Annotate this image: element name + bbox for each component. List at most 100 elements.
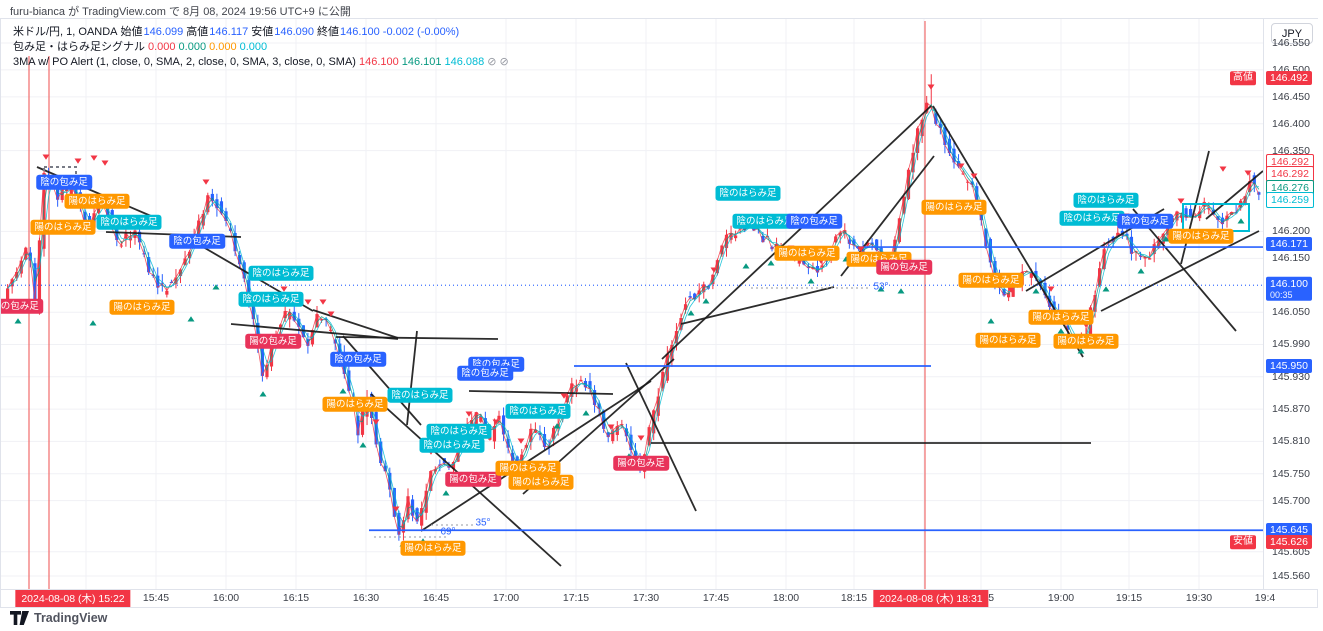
candle — [506, 438, 510, 448]
candle — [697, 290, 701, 295]
candle — [879, 247, 883, 254]
price-label: 146.492 高値 — [1230, 70, 1312, 86]
angle-annotation: 69° — [440, 526, 456, 538]
trend-line — [1132, 208, 1237, 332]
indicator-value: 146.088 — [444, 56, 485, 68]
candle — [1093, 295, 1097, 312]
trend-lines[interactable] — [36, 105, 1263, 567]
candle — [1002, 289, 1006, 296]
angle-guides — [374, 287, 869, 538]
currency-toggle-button[interactable]: JPY — [1271, 23, 1313, 44]
candle — [1179, 214, 1184, 218]
candle — [1225, 215, 1229, 221]
candle — [811, 267, 815, 269]
date-event-label[interactable]: 2024-08-08 (木) 18:31 — [873, 590, 989, 607]
sell-marker-icon — [637, 435, 645, 441]
candle — [1152, 244, 1156, 255]
buy-marker-icon — [1102, 286, 1110, 292]
price-tick: 146.350 — [1272, 144, 1310, 157]
buy-marker-icon — [259, 391, 267, 397]
candle — [1007, 292, 1011, 298]
buy-marker-icon — [877, 286, 885, 292]
time-axis[interactable]: 15:45 16:00 16:15 16:30 16:45 17:00 17:15 17:30… — [1, 589, 1317, 607]
sell-marker-icon — [1047, 286, 1055, 292]
candle — [624, 428, 628, 437]
candle — [533, 429, 537, 433]
buy-marker-icon — [187, 316, 195, 322]
candle — [1148, 258, 1152, 260]
angle-annotation: 53° — [873, 281, 889, 293]
sell-marker-icon — [492, 419, 500, 425]
price-tag: 安値 — [1230, 535, 1256, 549]
candle — [988, 238, 992, 263]
signal-label-bull_engulf: 陽の包み足 — [245, 333, 301, 349]
candle — [1252, 175, 1256, 185]
chart-legend: 米ドル/円, 1, OANDA 始値146.099 高値146.117 安値146.0… — [13, 25, 509, 70]
legend-symbol-row[interactable]: 米ドル/円, 1, OANDA 始値146.099 高値146.117 安値146.0… — [13, 25, 509, 40]
ohlc-label: 始値 — [120, 26, 143, 38]
candle — [724, 234, 729, 249]
time-tick: 19:30 — [1185, 592, 1213, 604]
sell-marker-icon — [74, 158, 82, 164]
candle — [820, 265, 824, 268]
buy-marker-icon — [742, 263, 750, 269]
candle — [1257, 192, 1261, 195]
signal-label-bull_engulf: 陽の包み足 — [1, 298, 43, 314]
price-label: 145.950 — [1266, 358, 1312, 374]
time-tick: 17:15 — [562, 592, 590, 604]
candle — [1066, 326, 1070, 330]
ohlc-value: 146.100 — [340, 26, 380, 38]
sell-marker-icon — [560, 393, 568, 399]
time-tick: 19:00 — [1047, 592, 1075, 604]
tradingview-logo-icon — [10, 611, 29, 625]
tradingview-brand: TradingView — [34, 611, 108, 625]
buy-marker-icon — [1057, 328, 1065, 334]
candle — [952, 148, 956, 163]
candle — [492, 426, 497, 442]
candle — [479, 415, 483, 422]
trend-line — [406, 330, 418, 426]
candle — [347, 370, 351, 391]
price-tick: 146.450 — [1272, 90, 1310, 103]
time-tick: 18:15 — [840, 592, 868, 604]
candle — [24, 247, 28, 260]
candle — [1220, 217, 1225, 225]
price-tick: 146.400 — [1272, 117, 1310, 130]
buy-marker-icon — [1032, 288, 1040, 294]
price-chart-plot[interactable]: 陰の包み足陽のはらみ足陽のはらみ足陰のはらみ足陰の包み足陽の包み足陽のはらみ足陰… — [1, 19, 1263, 589]
legend-indicator-row-3ma[interactable]: 3MA w/ PO Alert (1, close, 0, SMA, 2, cl… — [13, 55, 509, 70]
signal-label-bull_harami: 陽のはらみ足 — [64, 193, 130, 209]
candle — [406, 496, 410, 520]
price-tick: 145.870 — [1272, 403, 1310, 416]
legend-indicator-row-signals[interactable]: 包み足・はらみ足シグナル 0.000 0.000 0.000 0.000 — [13, 40, 509, 55]
signal-label-bull_harami: 陽のはらみ足 — [400, 540, 466, 556]
ohlc-label: 安値 — [251, 26, 274, 38]
sell-marker-icon — [517, 438, 525, 444]
signal-label-bear_harami: 陰のはらみ足 — [96, 214, 162, 230]
buy-marker-icon — [1077, 348, 1085, 354]
hidden-eye-icon: ⊘ — [499, 56, 509, 68]
candle — [356, 415, 360, 436]
horizontal-price-levels[interactable] — [1, 246, 1263, 532]
candle — [6, 288, 10, 301]
price-label: 146.171 — [1266, 236, 1312, 252]
signal-label-bull_harami: 陽のはらみ足 — [1053, 333, 1119, 349]
price-axis[interactable]: JPY 146.550 146.500 146.450 146.400 146.350 1… — [1230, 19, 1318, 589]
date-event-label[interactable]: 2024-08-08 (木) 15:22 — [15, 590, 131, 607]
candle — [415, 508, 419, 522]
ohlc-label: 終値 — [317, 26, 340, 38]
ohlc-value: 146.099 — [143, 26, 184, 38]
angle-annotation: 35° — [475, 517, 491, 529]
signal-label-bull_engulf: 陽の包み足 — [613, 455, 669, 471]
candle — [147, 257, 151, 273]
buy-marker-icon — [1237, 218, 1245, 224]
candle — [215, 199, 219, 209]
candle — [670, 344, 674, 362]
candle — [574, 387, 578, 392]
candle — [511, 452, 515, 461]
price-tick: 145.930 — [1272, 370, 1310, 383]
price-tick: 146.200 — [1272, 225, 1310, 238]
candle — [33, 263, 37, 302]
candle — [734, 235, 738, 239]
trend-line — [625, 362, 697, 512]
